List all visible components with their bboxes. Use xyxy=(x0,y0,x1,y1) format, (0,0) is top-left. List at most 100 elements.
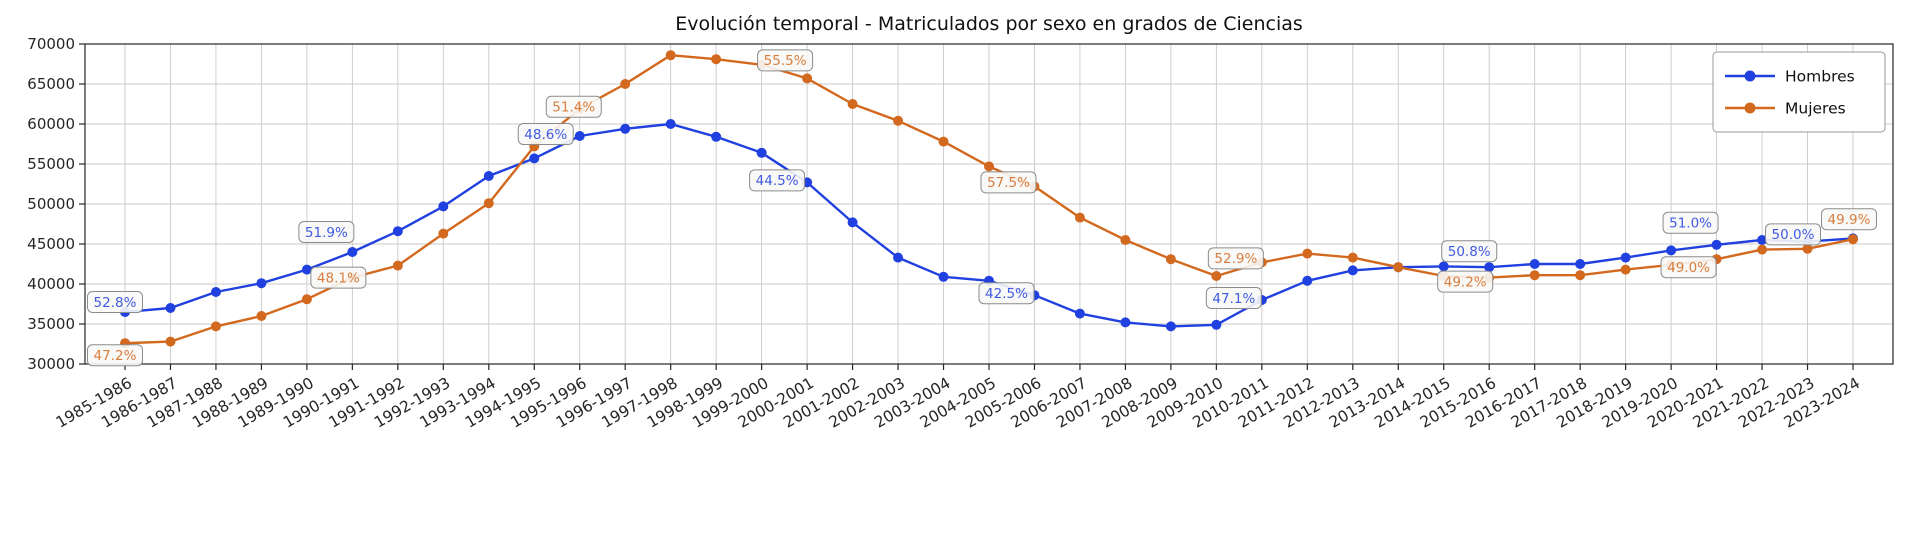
hombres-marker xyxy=(711,131,722,142)
annotation-label: 48.6% xyxy=(524,127,567,143)
hombres-marker xyxy=(1347,265,1358,276)
mujeres-marker xyxy=(1802,243,1813,254)
hombres-marker xyxy=(392,226,403,237)
mujeres-marker xyxy=(1620,264,1631,275)
y-tick-label: 55000 xyxy=(27,155,75,173)
annotation-mujeres-1985-1986: 47.2% xyxy=(87,344,143,367)
annotation-box xyxy=(1437,270,1494,293)
hombres-marker xyxy=(1620,252,1631,263)
hombres-marker xyxy=(165,303,176,313)
annotation-mujeres-1995-1996: 51.4% xyxy=(545,95,602,118)
annotation-label: 55.5% xyxy=(764,53,807,69)
annotation-label: 51.4% xyxy=(552,100,595,116)
hombres-marker xyxy=(1666,245,1677,256)
mujeres-marker xyxy=(802,73,813,84)
hombres-marker xyxy=(301,264,312,275)
annotation-box xyxy=(1207,247,1264,270)
legend-box xyxy=(1712,51,1886,133)
mujeres-marker xyxy=(1120,235,1131,245)
annotation-box xyxy=(1662,211,1719,234)
hombres-marker xyxy=(256,278,267,289)
hombres-marker xyxy=(1302,275,1313,286)
hombres-marker xyxy=(1120,317,1131,328)
annotation-box xyxy=(749,169,806,192)
annotation-mujeres-2005-2006: 57.5% xyxy=(980,171,1037,194)
annotation-mujeres-2020-2021: 49.0% xyxy=(1660,256,1717,279)
mujeres-marker xyxy=(1347,252,1358,263)
annotation-label: 51.9% xyxy=(305,225,348,241)
mujeres-marker xyxy=(165,336,176,347)
annotation-hombres-1985-1986: 52.8% xyxy=(87,291,143,313)
annotation-box xyxy=(545,95,602,118)
mujeres-marker xyxy=(483,198,494,209)
mujeres-marker xyxy=(1211,271,1222,281)
hombres-marker xyxy=(756,147,767,158)
mujeres-marker xyxy=(1302,248,1313,259)
annotation-label: 57.5% xyxy=(987,175,1030,191)
y-tick-label: 50000 xyxy=(27,195,75,213)
annotation-mujeres-2000-2001: 55.5% xyxy=(757,49,814,72)
annotation-label: 47.1% xyxy=(1212,291,1255,307)
annotation-hombres-1995-1996: 48.6% xyxy=(517,123,574,145)
hombres-marker xyxy=(893,252,904,263)
annotation-box xyxy=(310,266,367,289)
mujeres-marker xyxy=(301,294,312,305)
hombres-marker xyxy=(574,131,585,141)
annotation-mujeres-2010-2011: 52.9% xyxy=(1207,247,1264,270)
hombres-marker xyxy=(1211,319,1222,330)
y-tick-label: 30000 xyxy=(27,355,75,373)
chart-title: Evolución temporal - Matriculados por se… xyxy=(675,13,1303,35)
annotation-label: 50.0% xyxy=(1772,227,1815,243)
mujeres-marker xyxy=(256,311,267,321)
legend-marker-hombres xyxy=(1744,70,1756,82)
annotation-mujeres-2015-2016: 49.2% xyxy=(1437,270,1494,293)
annotation-hombres-2015-2016: 50.8% xyxy=(1441,240,1498,263)
annotation-label: 42.5% xyxy=(985,286,1028,302)
y-tick-label: 65000 xyxy=(27,75,75,93)
hombres-marker xyxy=(620,123,631,134)
hombres-marker xyxy=(1165,321,1176,332)
annotation-label: 50.8% xyxy=(1448,244,1491,260)
annotation-box xyxy=(1441,240,1498,263)
mujeres-marker xyxy=(620,79,631,89)
annotation-box xyxy=(1205,287,1262,309)
annotation-box xyxy=(298,221,355,243)
annotation-box xyxy=(757,49,814,72)
mujeres-marker xyxy=(938,136,949,147)
annotation-label: 49.0% xyxy=(1667,260,1710,276)
annotation-hombres-2000-2001: 44.5% xyxy=(749,169,806,192)
annotation-box xyxy=(1765,223,1821,246)
hombres-marker xyxy=(1074,308,1085,319)
annotation-label: 51.0% xyxy=(1669,216,1712,232)
mujeres-marker xyxy=(847,99,858,109)
hombres-marker xyxy=(483,171,494,181)
series-mujeres xyxy=(120,50,1858,349)
y-tick-label: 70000 xyxy=(27,35,75,53)
annotation-label: 49.2% xyxy=(1444,274,1487,290)
hombres-marker xyxy=(210,287,221,297)
annotation-box xyxy=(978,282,1035,305)
annotation-label: 52.9% xyxy=(1214,251,1257,267)
hombres-marker xyxy=(1575,259,1586,269)
annotation-box xyxy=(87,291,143,313)
legend-marker-mujeres xyxy=(1744,102,1756,114)
annotation-box xyxy=(517,123,574,145)
mujeres-marker xyxy=(1165,254,1176,265)
annotation-hombres-2020-2021: 51.0% xyxy=(1662,211,1719,234)
mujeres-marker xyxy=(711,54,722,65)
annotation-box xyxy=(87,344,143,367)
annotation-label: 52.8% xyxy=(94,295,137,311)
annotation-hombres-2010-2011: 47.1% xyxy=(1205,287,1262,309)
annotation-box xyxy=(980,171,1037,194)
mujeres-marker xyxy=(984,161,994,172)
mujeres-marker xyxy=(1074,212,1085,223)
mujeres-marker xyxy=(1575,270,1586,281)
y-tick-label: 45000 xyxy=(27,235,75,253)
hombres-marker xyxy=(665,119,676,129)
hombres-marker xyxy=(1757,235,1768,245)
hombres-marker xyxy=(847,217,858,228)
hombres-marker xyxy=(438,201,449,212)
y-tick-label: 60000 xyxy=(27,115,75,133)
